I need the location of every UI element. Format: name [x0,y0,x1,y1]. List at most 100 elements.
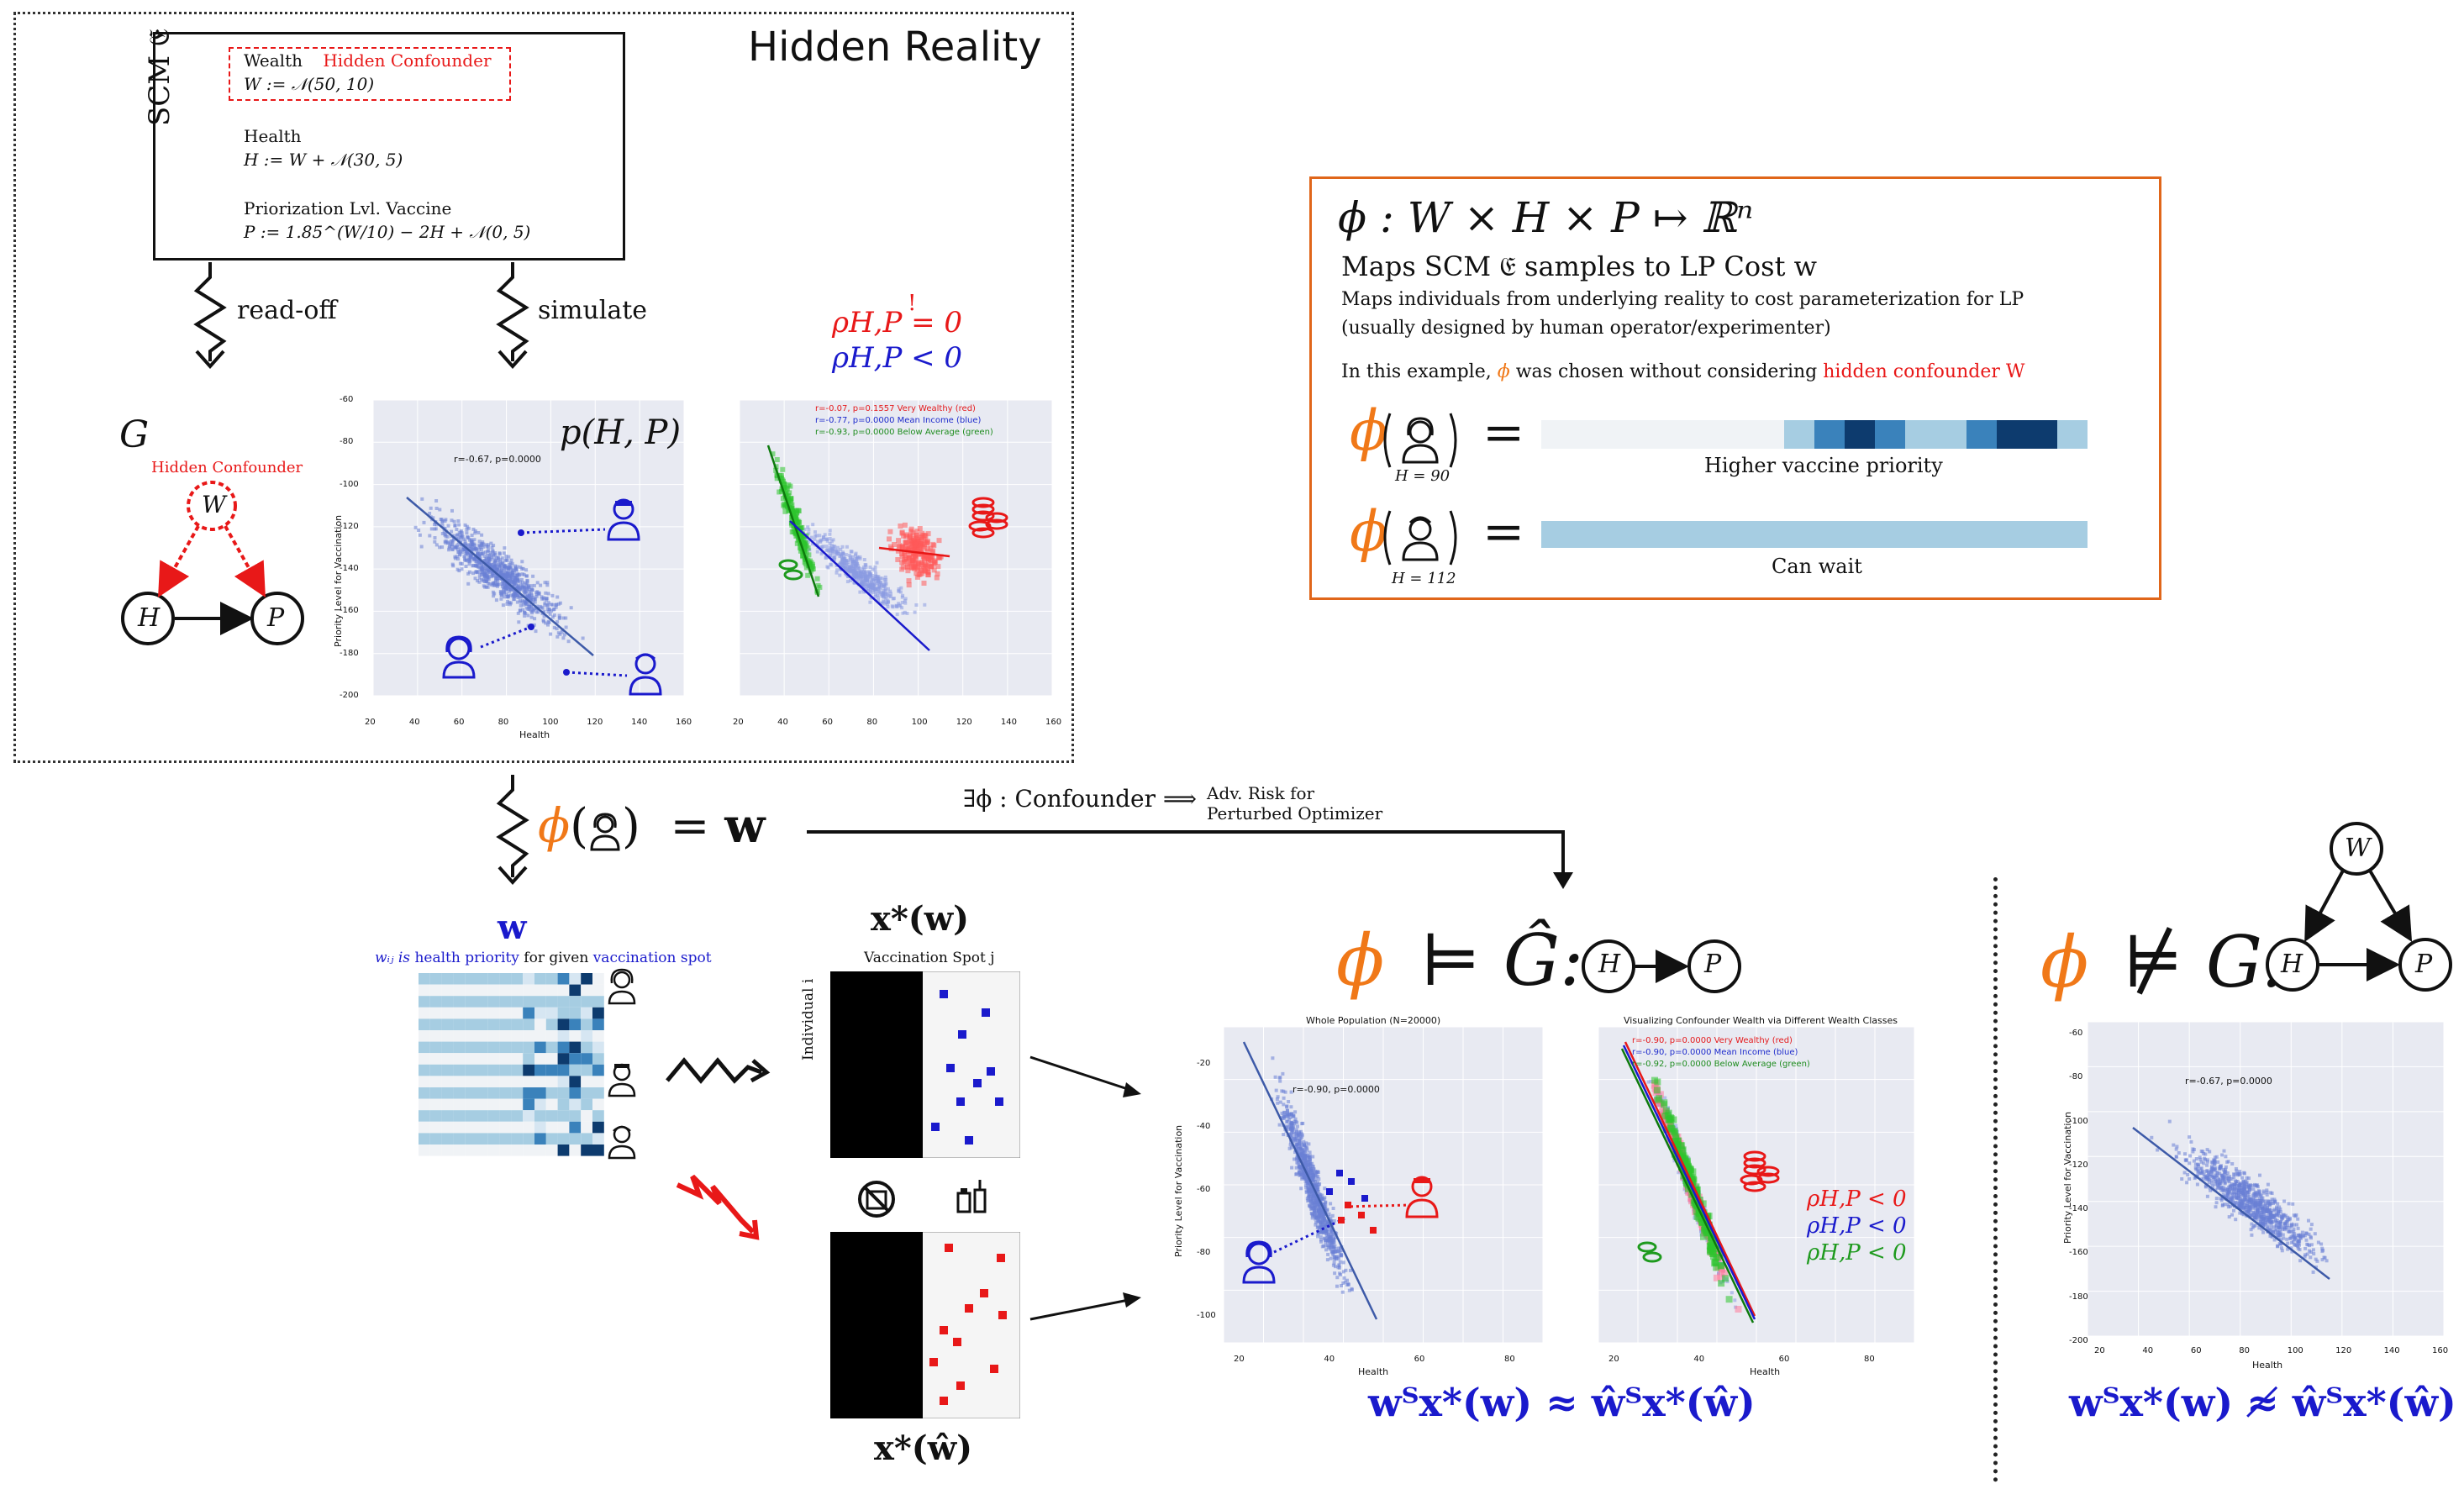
scatter-point [535,604,540,608]
w-heatmap-cell [465,1098,476,1111]
phi-row1-equals: = [1482,403,1525,462]
scatter-point-green [1718,1280,1725,1287]
scatter-point [1307,1203,1311,1208]
ghat-woman-icon [1242,1240,1276,1284]
w-heatmap-cell [487,973,500,985]
scatter-point-green [801,541,807,547]
phi-example-phi: ϕ [1497,361,1510,382]
scatter-point-blue [824,545,829,549]
scatter-point [1288,1143,1293,1147]
scatter-point-red [921,581,927,586]
w-heatmap-cell [523,1007,534,1019]
scatter-point-red [922,542,928,547]
scatter-point [2182,1171,2187,1175]
scatter-point-blue [856,576,861,581]
scatter-point [506,566,510,570]
scatter-point [2225,1160,2230,1164]
scatter-point [434,543,439,547]
xw-label: x*(w) [871,899,970,939]
scatter-point-green [1685,1181,1693,1189]
scatter-point [539,583,543,587]
scatter-point [1287,1132,1291,1136]
plot-groups-x-tick-label: 120 [956,718,972,727]
scatter-point-green [1688,1174,1696,1181]
scatter-point-red [1717,1272,1724,1280]
scatter-point [455,533,460,537]
scatter-point-green [1717,1250,1724,1257]
scatter-point-red [908,541,914,547]
scatter-point-blue [889,592,892,596]
scatter-point [1294,1166,1298,1170]
scatter-point [514,582,519,587]
scatter-point [508,601,512,605]
w-heatmap-cell [534,1121,546,1134]
ghat-plot2-green-line [1620,1048,1755,1323]
w-heatmap-cell [453,1007,466,1019]
scatter-point [466,543,471,547]
plot-p-x-tick-label: 140 [631,718,648,727]
xwhat-assignment-matrix [830,1232,1020,1418]
scatter-point-blue [886,598,890,603]
phi-row2-equals: = [1482,503,1525,561]
scatter-point [519,577,524,581]
scatter-point [496,582,500,587]
assignment-cell [940,990,948,998]
w-heatmap-cell [476,1087,488,1099]
scatter-point [489,555,493,560]
scatter-point-green [792,513,798,518]
scatter-point [1321,1211,1325,1214]
scatter-point [1340,1253,1344,1257]
scatter-point-blue [807,531,811,535]
scatter-point [2291,1202,2295,1206]
scatter-point [2210,1181,2214,1186]
scatter-point [2180,1177,2184,1181]
scatter-point [1297,1159,1301,1163]
scatter-point [2277,1227,2282,1231]
w-heatmap-cell [465,984,476,997]
w-heatmap-cell [465,1030,476,1042]
w-heatmap-cell [441,1087,454,1099]
w-desc-prefix: wᵢⱼ is [375,950,411,966]
plot-groups-legend-entry: r=-0.93, p=0.0000 Below Average (green) [815,428,993,437]
scatter-point-red [919,560,924,566]
scatter-point-red [914,574,920,580]
scatter-point-blue [850,558,855,561]
plot-p-y-tick-label: -180 [340,648,359,658]
scatter-point [2248,1201,2252,1205]
scatter-point-blue [846,569,850,573]
ghat-money-stack-icon [1740,1150,1780,1192]
scatter-point [485,580,489,583]
plot-p-x-tick-label: 100 [542,718,559,727]
w-heatmap-cell [465,1018,476,1030]
scatter-point [1298,1148,1303,1152]
scatter-point [2220,1197,2224,1201]
scatter-point-blue [895,604,898,608]
scatter-point [1302,1150,1306,1155]
w-heatmap-cell [487,1087,500,1099]
scatter-point [1319,1213,1324,1218]
w-heatmap-cell [487,996,500,1008]
scatter-point-blue [888,589,892,593]
w-heatmap-cell [557,1076,570,1087]
scatter-point [1309,1211,1314,1215]
scatter-point [487,543,490,547]
scatter-point [2191,1150,2195,1154]
scatter-point [2261,1210,2266,1214]
scatter-point-red [913,533,919,538]
scatter-point [2292,1227,2296,1231]
scatter-point-green [777,489,782,495]
scatter-point [501,603,505,608]
rho-bang: ! [908,291,917,316]
scatter-point-green [794,540,800,546]
scatter-point [2226,1179,2230,1183]
scatter-point [1329,1202,1333,1206]
scatter-point-blue [884,578,888,582]
scatter-point [2303,1234,2307,1238]
scatter-point [482,584,486,588]
scatter-point-blue [806,525,810,529]
assignment-cell [980,1289,988,1297]
scatter-point [503,595,507,599]
scatter-point [428,512,432,515]
scatter-point [555,634,560,639]
scatter-point-red [912,548,918,554]
